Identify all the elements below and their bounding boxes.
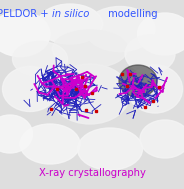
Ellipse shape: [85, 6, 155, 51]
Ellipse shape: [0, 115, 33, 153]
Ellipse shape: [38, 4, 102, 44]
Ellipse shape: [13, 42, 68, 77]
Ellipse shape: [3, 67, 57, 112]
Ellipse shape: [119, 65, 157, 97]
Ellipse shape: [20, 124, 80, 164]
Ellipse shape: [137, 13, 184, 55]
Text: X-ray crystallography: X-ray crystallography: [39, 168, 145, 178]
Ellipse shape: [128, 65, 183, 113]
Text: PELDOR +: PELDOR +: [0, 9, 52, 19]
Ellipse shape: [140, 120, 184, 158]
Ellipse shape: [125, 35, 175, 73]
Ellipse shape: [50, 64, 130, 124]
Text: in silico: in silico: [52, 9, 89, 19]
Ellipse shape: [52, 30, 128, 68]
Ellipse shape: [77, 128, 142, 170]
Text: modelling: modelling: [105, 9, 158, 19]
Ellipse shape: [0, 12, 50, 57]
